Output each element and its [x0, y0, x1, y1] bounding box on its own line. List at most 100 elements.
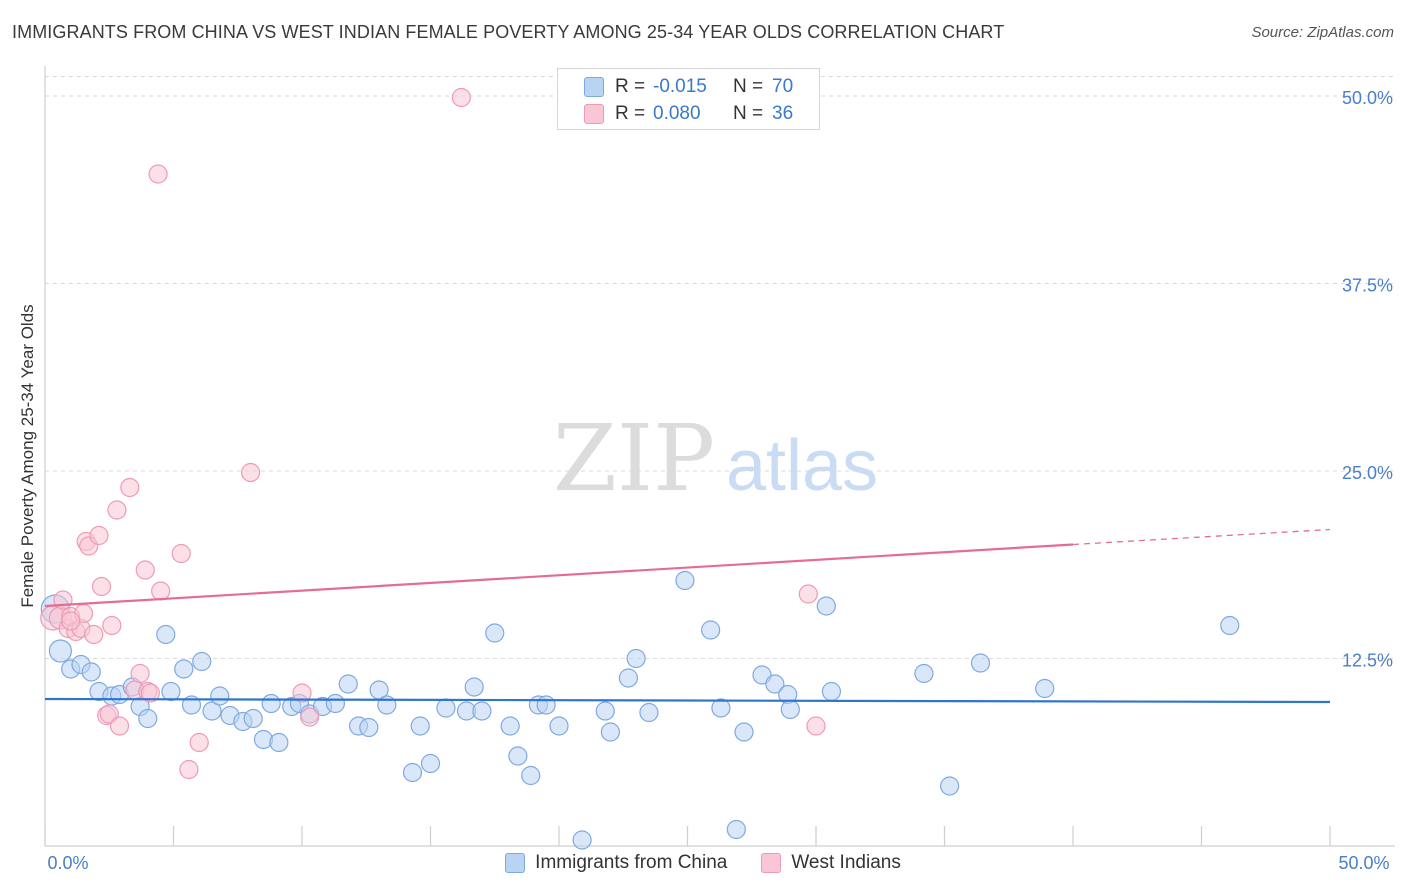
legend-swatch-blue: [505, 853, 526, 873]
stats-r-label: R =: [615, 103, 646, 124]
west-indian-point: [241, 462, 261, 483]
china-point: [181, 695, 202, 715]
china-point: [472, 701, 492, 721]
china-point: [464, 677, 484, 697]
china-point: [780, 699, 800, 720]
stats-r-value: -0.015: [653, 76, 707, 97]
china-point: [338, 674, 358, 694]
grid-layer: [45, 76, 1395, 659]
stats-r-label: R =: [615, 76, 646, 97]
stats-r-value: 0.080: [653, 103, 701, 124]
legend-item-china[interactable]: Immigrants from China: [505, 852, 727, 874]
stats-swatch-pink: [584, 104, 604, 124]
west-indian-point: [300, 707, 320, 727]
china-point: [174, 659, 194, 679]
west-indian-point: [179, 759, 199, 780]
china-point: [161, 681, 181, 702]
china-point: [821, 681, 842, 702]
y-tick-label: 50.0%: [1342, 88, 1393, 108]
china-point: [765, 674, 785, 694]
west-indian-point: [171, 543, 191, 564]
west-indian-point: [109, 716, 130, 736]
watermark-atlas: atlas: [726, 426, 878, 506]
china-point: [600, 722, 621, 742]
west-indian-trend-extension: [1072, 528, 1331, 546]
china-point: [914, 663, 934, 684]
west-indian-trend-line: [44, 543, 1074, 608]
x-tick-label-min: 0.0%: [47, 853, 88, 873]
china-point: [359, 717, 379, 738]
china-point: [410, 716, 430, 736]
china-point: [243, 708, 263, 729]
west-indian-point: [107, 500, 127, 520]
west-indian-point: [120, 477, 140, 498]
china-point: [595, 701, 615, 721]
china-point: [1220, 615, 1240, 636]
legend-label-west-indians: West Indians: [791, 852, 901, 873]
west-indian-point: [189, 732, 209, 753]
china-point: [626, 648, 646, 669]
china-point: [816, 596, 836, 616]
west-indian-point: [151, 581, 171, 601]
china-point: [420, 753, 441, 774]
bottom-legend: Immigrants from China West Indians: [0, 852, 1406, 874]
west-indian-point: [61, 611, 81, 631]
west-indian-point: [91, 576, 112, 597]
west-indian-point: [84, 624, 104, 645]
china-point: [210, 686, 230, 706]
stats-legend-box: R = -0.015 N = 70 R = 0.080 N = 36: [557, 68, 820, 130]
china-point: [521, 765, 541, 786]
china-point: [639, 702, 659, 723]
china-point: [192, 651, 212, 672]
west-indian-point: [798, 584, 818, 604]
stats-n-value: 36: [772, 103, 794, 124]
tick-labels-layer: 12.5% 25.0% 37.5% 50.0% 0.0% 50.0%: [47, 88, 1393, 873]
china-point: [261, 693, 281, 714]
y-tick-label: 12.5%: [1342, 651, 1393, 671]
source-label: Source: ZipAtlas.com: [1251, 24, 1394, 41]
west-indian-point: [130, 663, 150, 684]
west-indian-point: [148, 164, 168, 184]
west-indian-point: [140, 683, 160, 703]
legend-item-west-indians[interactable]: West Indians: [761, 852, 901, 874]
china-trend-line: [44, 697, 1331, 704]
china-point: [1035, 678, 1055, 699]
y-tick-label: 25.0%: [1342, 463, 1393, 483]
china-point: [269, 732, 289, 753]
china-point: [253, 729, 274, 750]
chart-title: IMMIGRANTS FROM CHINA VS WEST INDIAN FEM…: [12, 22, 1005, 42]
china-point: [508, 746, 528, 766]
china-point: [726, 819, 746, 840]
china-point: [711, 698, 731, 718]
west-indian-point: [135, 560, 155, 580]
stats-n-label: N =: [733, 103, 764, 124]
china-point: [572, 830, 592, 850]
china-point: [701, 620, 721, 640]
china-point: [436, 698, 456, 718]
stats-n-value: 70: [772, 76, 794, 97]
china-point: [402, 762, 423, 783]
china-point: [618, 668, 638, 688]
china-point: [485, 623, 505, 643]
china-point: [325, 693, 346, 714]
west-indian-point: [806, 716, 826, 736]
china-point: [138, 708, 158, 729]
legend-swatch-pink: [761, 853, 782, 873]
china-point: [734, 722, 754, 742]
x-tick-label-max: 50.0%: [1338, 853, 1389, 873]
legend-label-china: Immigrants from China: [535, 852, 728, 873]
china-point: [536, 695, 556, 715]
west-indian-point: [89, 525, 109, 546]
china-point: [48, 639, 73, 663]
china-point: [675, 570, 695, 591]
china-point: [549, 716, 569, 736]
trend-layer: [44, 528, 1331, 704]
stats-swatch-blue: [584, 77, 604, 97]
china-point: [81, 662, 101, 682]
axes-layer: [44, 66, 1395, 847]
west-indian-point: [102, 615, 122, 636]
china-point: [940, 776, 960, 796]
west-indian-point: [292, 683, 312, 703]
y-tick-label: 37.5%: [1342, 276, 1393, 296]
